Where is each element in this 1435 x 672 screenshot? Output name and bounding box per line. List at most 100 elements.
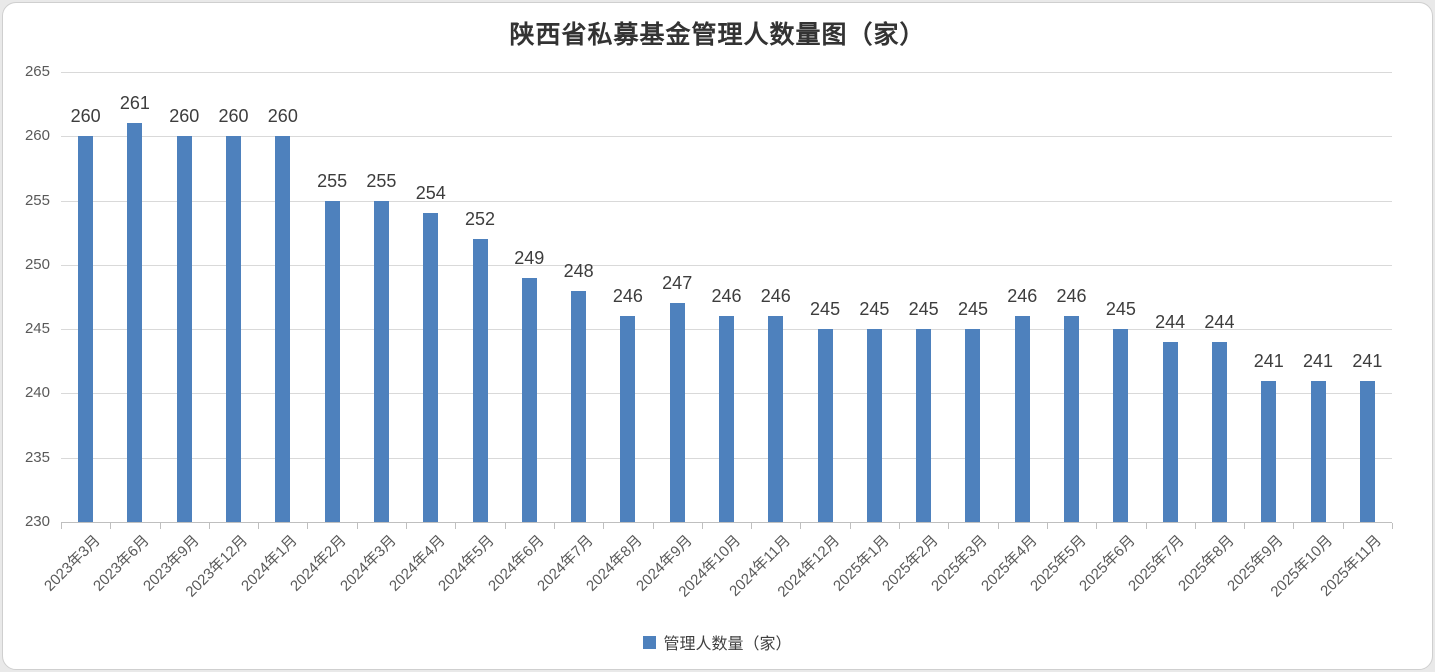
y-axis-tick-label: 245 [24,320,50,338]
x-axis-tick [1145,523,1147,529]
x-axis-tick [307,523,309,529]
bar-value-label: 247 [662,273,693,294]
y-axis-tick-label: 265 [24,63,50,80]
x-axis-tick [159,523,161,529]
legend: 管理人数量（家） [0,630,1435,654]
legend-swatch-icon [643,635,657,649]
x-axis-tick [652,523,654,529]
bar-value-label: 246 [612,286,643,307]
bar [669,303,685,522]
chart-title: 陕西省私募基金管理人数量图（家） [509,22,926,49]
bar [78,136,94,522]
gridline [61,136,1392,138]
y-axis-tick-label: 250 [24,255,50,273]
bar [226,136,242,522]
bar-value-label: 245 [908,299,939,320]
x-axis-tick [110,523,112,529]
bar [275,136,291,522]
bar [1310,380,1326,522]
bar-value-label: 245 [1105,299,1136,320]
bar [1359,380,1375,522]
bar [127,123,143,522]
gridline [61,264,1392,266]
bar-value-label: 255 [366,170,397,191]
x-axis-tick [1392,523,1393,529]
x-axis-tick [1244,523,1246,529]
bar-value-label: 260 [267,106,298,127]
bar-value-label: 260 [218,106,249,127]
x-axis-tick [1293,523,1295,529]
bar-value-label: 248 [563,260,594,281]
bar [719,316,734,522]
bar-value-label: 252 [464,209,496,230]
bar [472,239,488,522]
x-axis-line [61,522,1392,523]
bar-value-label: 260 [169,106,200,127]
x-axis-tick [1046,523,1048,529]
bar [768,316,784,522]
y-axis-tick-label: 230 [24,513,50,530]
x-axis-tick [603,523,605,529]
y-axis-tick-label: 235 [24,448,50,466]
bar [176,136,192,522]
x-axis-tick [1342,523,1344,529]
bar-value-label: 245 [957,299,988,320]
bar [1064,316,1080,522]
bar-value-label: 245 [810,299,841,320]
x-axis-tick [258,523,260,529]
x-axis-tick [356,523,358,529]
gridline [61,72,1392,73]
bar [1162,342,1178,522]
bar-value-label: 246 [1007,286,1038,307]
bar-value-label: 241 [1303,350,1334,371]
y-axis-tick-label: 260 [24,127,50,145]
x-axis-tick [504,523,506,529]
bar [817,329,833,522]
x-axis-tick [899,523,901,529]
x-axis-tick [1194,523,1196,529]
bar-value-label: 241 [1352,350,1383,371]
bar-value-label: 254 [415,183,446,204]
x-axis-tick [997,523,999,529]
x-axis-tick [406,523,408,529]
bar-value-label: 249 [514,247,545,268]
x-axis-tick [800,523,802,529]
bar [423,213,439,522]
bar-value-label: 246 [711,286,742,307]
bar [571,290,587,522]
x-axis-tick [553,523,555,529]
bar [1211,342,1227,522]
bar-value-label: 255 [317,170,348,191]
bar-value-label: 241 [1253,350,1284,371]
x-axis-tick [208,523,210,529]
y-axis-tick-label: 240 [24,384,50,402]
bar [1113,329,1129,522]
bar-value-label: 245 [859,299,890,320]
bar-value-label: 244 [1204,312,1235,332]
x-axis-tick [751,523,753,529]
bar-value-label: 260 [70,106,101,127]
bar [866,329,882,522]
bar [521,277,537,522]
y-axis-tick-label: 255 [24,191,50,209]
x-axis-tick [1096,523,1098,529]
bar [916,329,932,522]
bar-value-label: 261 [119,93,150,114]
bar [373,200,389,522]
bar [1014,316,1030,522]
x-axis-tick [948,523,950,529]
x-axis-tick [455,523,457,529]
x-axis-tick [701,523,703,529]
gridline [61,200,1392,202]
bar-value-label: 246 [760,286,791,307]
bar [620,316,636,522]
bar-value-label: 244 [1155,312,1186,332]
bar [1261,380,1277,522]
x-axis-tick [849,523,851,529]
bar [324,200,340,522]
bar-value-label: 246 [1056,286,1087,307]
x-axis-tick [61,523,62,529]
legend-label: 管理人数量（家） [663,636,792,653]
